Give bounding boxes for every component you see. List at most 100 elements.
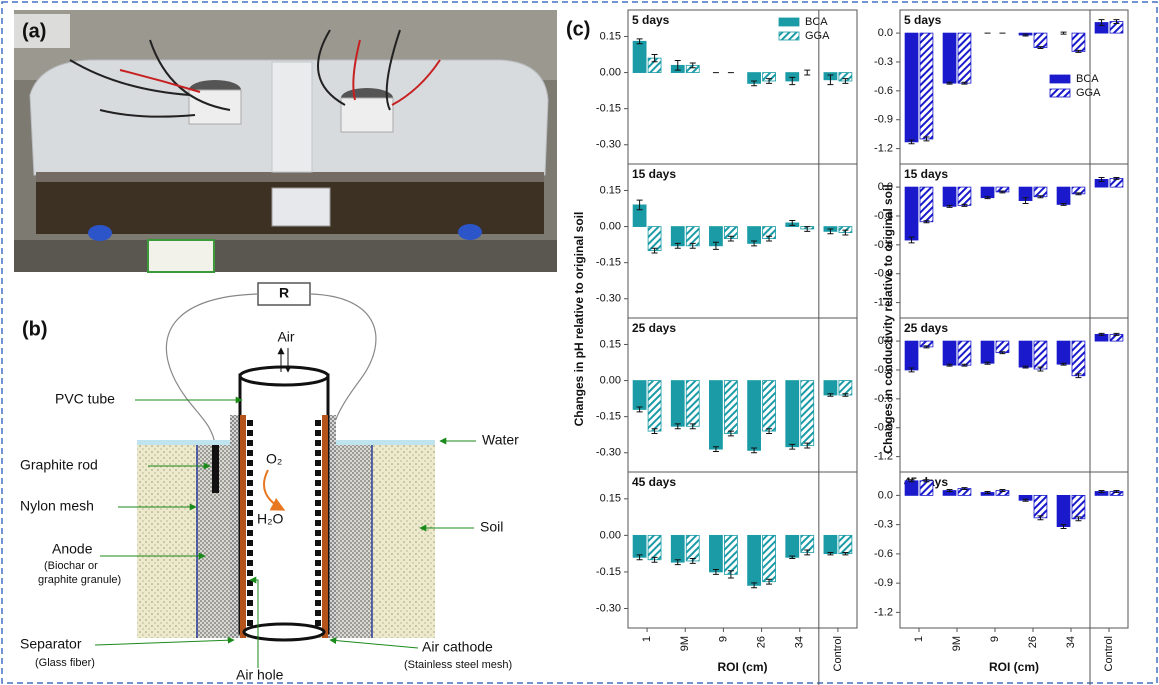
y-tick-label: 0.00 [600,529,621,541]
o2-label: O₂ [266,451,282,467]
error-bar [999,190,1006,194]
x-tick-label: Control [832,636,844,671]
bar [709,380,723,450]
x-axis-label: ROI (cm) [717,660,767,674]
bar [670,534,685,563]
panel-title: 15 days [632,167,676,181]
error-bar [789,76,796,86]
error-bar [1060,524,1067,530]
y-tick-label: -1.2 [874,451,893,463]
error-bar [804,442,811,449]
panel-frame [627,163,858,319]
y-tick-label: 0.0 [878,27,893,39]
y-tick-label: 0.15 [600,30,621,42]
error-bar [789,555,796,560]
x-tick-label: 26 [755,636,767,648]
error-bar [908,139,915,145]
bar [957,32,972,84]
error-bar [804,226,811,232]
error-bar [923,345,930,349]
y-tick-label: -0.30 [596,602,621,614]
bar [709,534,723,573]
error-bar [1075,373,1082,379]
error-bar [842,229,849,236]
x-tick-label: Control [1103,636,1115,671]
error-bar [946,363,953,367]
error-bar [674,559,681,566]
panel-frame [899,317,1129,473]
error-bar [827,228,834,235]
error-bar [1113,332,1120,336]
legend-label: BCA [805,16,828,28]
bar [1071,494,1086,520]
bar [724,534,738,575]
error-bar [961,487,968,491]
y-tick-label: -0.3 [874,210,893,222]
bar [747,380,761,451]
y-tick-label: -1.2 [874,606,893,618]
wire [309,293,377,441]
error-bar [984,491,991,494]
error-bar [712,569,719,575]
panel-title: 45 days [632,475,676,489]
x-tick-label: 9M [951,636,963,651]
y-tick-label: 0.0 [878,489,893,501]
label: Separator [20,636,82,652]
bar [762,380,776,432]
y-tick-label: -0.6 [874,393,893,405]
error-bar [636,199,643,211]
error-bar [727,570,734,579]
error-bar [1098,176,1105,182]
panel-frame [899,471,1129,629]
error-bar [1022,365,1029,369]
error-bar [1113,176,1120,180]
resistor-label: R [279,285,289,301]
y-tick-label: -0.3 [874,364,893,376]
error-bar [961,81,968,85]
error-bar [1098,19,1105,26]
error-bar [1037,46,1044,49]
error-bar [842,78,849,84]
error-bar [651,247,658,254]
bar [685,534,700,562]
panel-title: 15 days [904,167,948,181]
error-bar [923,136,930,142]
bar [685,380,700,427]
legend-label: BCA [1076,73,1099,85]
bar [1056,340,1071,365]
bar [904,340,919,371]
label: Air hole [236,667,284,683]
label: PVC tube [55,391,115,407]
bar [800,380,815,446]
error-bar [674,423,681,430]
error-bar [961,203,968,207]
error-bar [999,489,1006,492]
y-tick-label: -0.30 [596,293,621,305]
bar [838,534,853,555]
y-tick-label: -0.6 [874,239,893,251]
error-bar [842,393,849,397]
bar [980,186,995,199]
error-bar [827,393,834,397]
error-bar [946,489,953,492]
legend-label: GGA [805,30,830,42]
bar [904,186,919,241]
legend-label: GGA [1076,87,1101,99]
x-tick-label: 1 [641,636,653,642]
label: Air cathode [422,639,493,655]
graphite-rod [212,445,219,493]
bar [1071,32,1086,52]
y-tick-label: 0.00 [600,374,621,386]
error-bar [1113,490,1120,493]
label-note: (Stainless steel mesh) [404,659,512,671]
panel-frame [627,317,858,473]
error-bar [1060,202,1067,206]
anode [334,445,372,638]
bar [762,534,776,583]
bar [1033,494,1048,519]
bar [919,480,934,496]
error-bar [908,367,915,373]
error-bar [961,363,968,367]
air-label: Air [277,329,294,345]
error-bar [923,220,930,224]
